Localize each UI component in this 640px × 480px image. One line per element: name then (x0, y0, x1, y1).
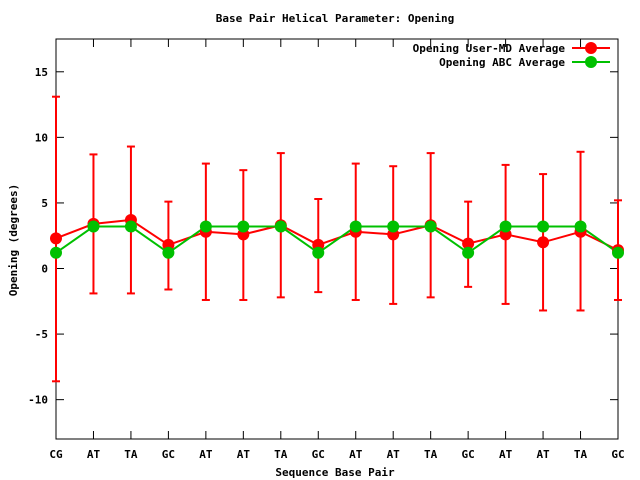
x-axis-label: Sequence Base Pair (275, 466, 395, 479)
data-point-series-1 (537, 220, 550, 233)
data-point-series-1 (574, 220, 587, 233)
x-tick-label: TA (424, 448, 438, 461)
x-tick-label: AT (87, 448, 101, 461)
data-point-series-0 (462, 237, 475, 250)
x-tick-label: TA (574, 448, 588, 461)
x-tick-label: AT (349, 448, 363, 461)
data-point-series-1 (462, 246, 475, 259)
axis-ticks: -10 -5 0 5 10 15 CG AT TA GC AT AT TA GC AT AT TA GC AT AT T… (28, 39, 625, 461)
data-point-series-1 (237, 220, 250, 233)
data-point-series-1 (50, 246, 62, 259)
series-lines (55, 218, 619, 254)
y-tick-label: 5 (41, 197, 48, 210)
legend-label-abc: Opening ABC Average (439, 56, 565, 69)
series-line-0 (55, 218, 619, 252)
data-point-series-1 (162, 246, 175, 259)
x-tick-label: TA (274, 448, 288, 461)
y-tick-label: 10 (35, 131, 48, 144)
x-tick-label: AT (199, 448, 213, 461)
x-tick-label: GC (162, 448, 175, 461)
data-point-series-1 (274, 220, 287, 233)
series-line-1 (55, 225, 619, 254)
data-point-series-1 (499, 220, 512, 233)
series-points (50, 213, 624, 259)
legend-marker-abc (585, 56, 597, 68)
x-tick-label: AT (499, 448, 513, 461)
legend: Opening User-MD Average Opening ABC Aver… (413, 42, 610, 69)
data-point-series-1 (349, 220, 362, 233)
data-point-series-0 (50, 232, 62, 245)
legend-marker-user-md (585, 42, 597, 54)
x-tick-label: TA (124, 448, 138, 461)
x-tick-label: AT (536, 448, 550, 461)
data-point-series-1 (424, 220, 437, 233)
y-axis-label: Opening (degrees) (7, 184, 20, 297)
data-point-series-1 (124, 220, 137, 233)
y-tick-label: 0 (41, 263, 48, 276)
data-point-series-1 (312, 246, 325, 259)
x-tick-label: GC (611, 448, 624, 461)
y-tick-label: -10 (28, 394, 48, 407)
x-tick-label: GC (462, 448, 475, 461)
y-tick-label: -5 (35, 328, 48, 341)
x-tick-label: AT (387, 448, 401, 461)
chart-title: Base Pair Helical Parameter: Opening (216, 12, 454, 25)
legend-label-user-md: Opening User-MD Average (413, 42, 566, 55)
data-point-series-1 (199, 220, 212, 233)
data-point-series-1 (612, 246, 624, 259)
x-tick-label: GC (312, 448, 325, 461)
data-point-series-1 (387, 220, 400, 233)
x-tick-label: CG (49, 448, 63, 461)
data-point-series-0 (537, 236, 550, 249)
y-tick-label: 15 (35, 66, 48, 79)
data-point-series-1 (87, 220, 100, 233)
x-tick-label: AT (237, 448, 251, 461)
